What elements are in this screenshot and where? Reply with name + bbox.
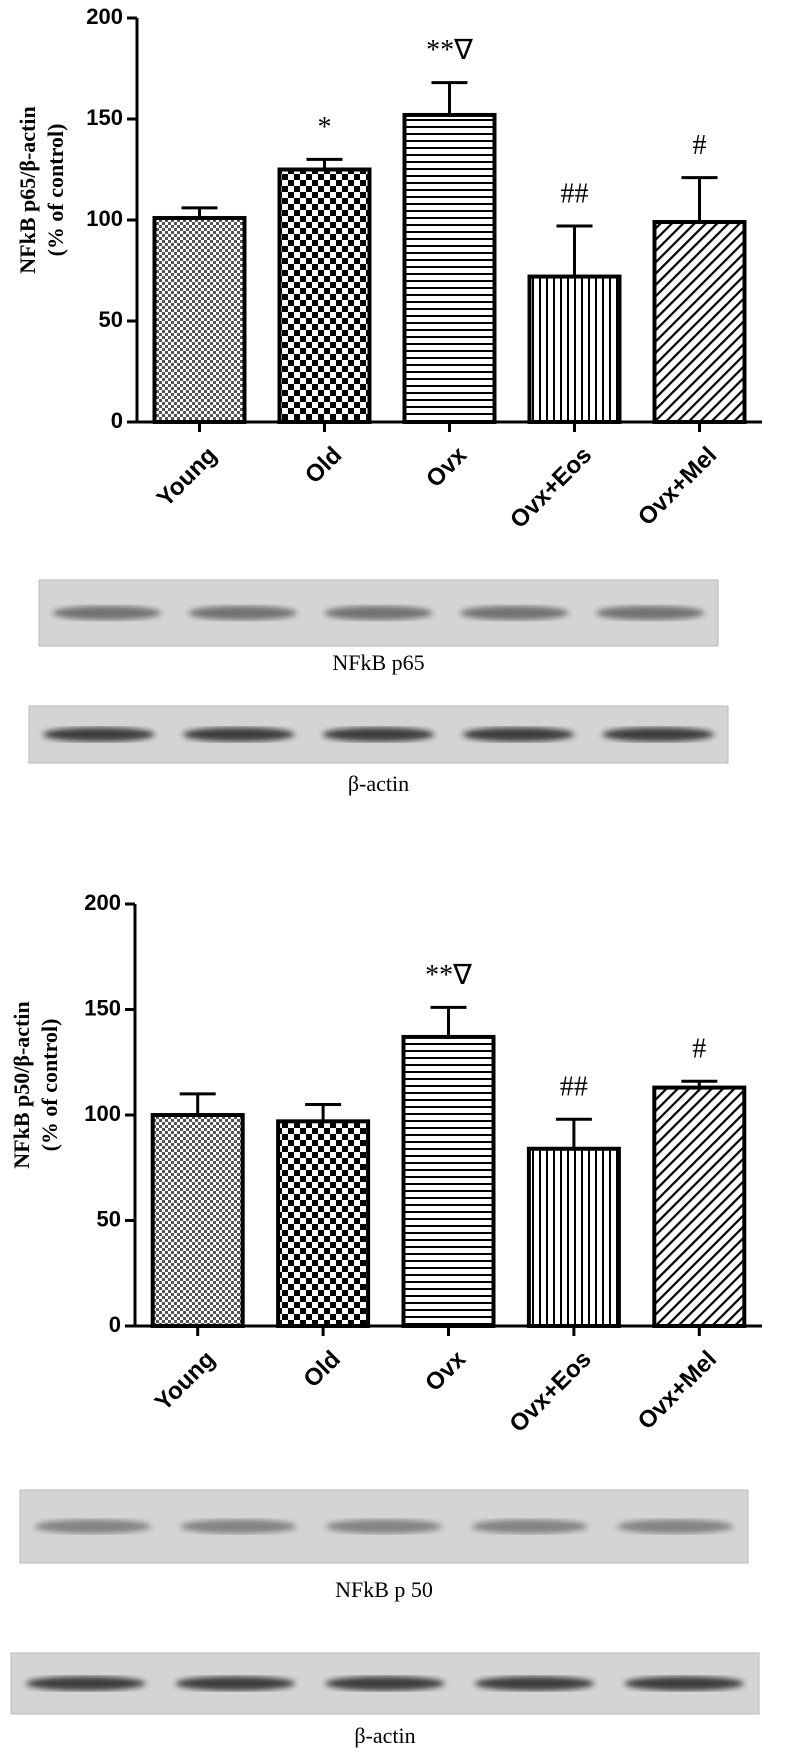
x-tick-label: Ovx+Mel xyxy=(633,442,722,531)
y-axis-label-line: (% of control) xyxy=(43,124,68,257)
blot-band xyxy=(325,1676,445,1691)
blot-band xyxy=(180,1519,297,1534)
bar xyxy=(652,220,747,424)
blot-band xyxy=(325,1519,443,1534)
blot-label: β-actin xyxy=(354,1723,415,1748)
bar xyxy=(276,1119,371,1328)
y-axis-label-line: NFkB p65/β-actin xyxy=(15,106,40,273)
annotation: **∇ xyxy=(425,960,472,991)
y-axis-label: NFkB p65/β-actin (% of control) xyxy=(15,106,68,273)
annotation: ## xyxy=(560,1072,588,1103)
x-tick-label: Old xyxy=(298,1346,345,1393)
bar xyxy=(401,1034,496,1329)
annotation: * xyxy=(318,112,332,143)
y-tick-label: 50 xyxy=(97,1206,121,1231)
x-tick-label: Old xyxy=(300,442,347,489)
x-tick-label: Young xyxy=(152,442,223,513)
x-tick-label: Ovx+Mel xyxy=(633,1346,722,1435)
y-axis-label: NFkB p50/β-actin (% of control) xyxy=(9,1001,62,1168)
y-tick-label: 50 xyxy=(99,307,123,332)
bar xyxy=(527,274,622,424)
x-tick-label: Ovx xyxy=(421,441,473,493)
blot-band xyxy=(471,1519,588,1534)
blot-band xyxy=(42,727,155,742)
blot-band xyxy=(52,606,162,620)
blot-band xyxy=(602,727,715,742)
y-tick-label: 150 xyxy=(86,105,123,130)
blot-band xyxy=(595,606,705,620)
annotation: **∇ xyxy=(426,35,473,66)
x-tick-label: Ovx xyxy=(420,1345,472,1397)
y-axis-label-line: (% of control) xyxy=(37,1019,62,1152)
bar xyxy=(152,215,247,424)
y-tick-label: 100 xyxy=(86,206,123,231)
blot-band xyxy=(474,1676,595,1691)
blot-band xyxy=(188,606,298,620)
blot-label: β-actin xyxy=(348,771,409,796)
blot-band xyxy=(182,727,295,742)
bar xyxy=(402,112,497,425)
bar xyxy=(652,1085,747,1328)
y-tick-label: 200 xyxy=(86,4,123,29)
y-tick-label: 200 xyxy=(84,890,121,915)
blot-band xyxy=(25,1676,146,1691)
bar xyxy=(526,1146,621,1329)
bar xyxy=(150,1113,245,1328)
y-tick-label: 0 xyxy=(111,408,123,433)
blot-label: NFkB p 50 xyxy=(335,1577,433,1602)
y-axis-label-line: NFkB p50/β-actin xyxy=(9,1001,34,1168)
y-tick-label: 0 xyxy=(109,1312,121,1337)
blot-band xyxy=(624,1676,745,1691)
blot-band xyxy=(175,1676,296,1691)
x-tick-label: Ovx+Eos xyxy=(504,1346,596,1438)
annotation: # xyxy=(692,1034,706,1065)
x-tick-label: Young xyxy=(150,1346,221,1417)
blot-band xyxy=(462,727,575,742)
x-tick-label: Ovx+Eos xyxy=(505,442,597,534)
y-tick-label: 100 xyxy=(84,1101,121,1126)
blot-label: NFkB p65 xyxy=(332,650,424,675)
blot-band xyxy=(322,727,435,742)
blot-band xyxy=(616,1519,734,1534)
y-tick-label: 150 xyxy=(84,995,121,1020)
blot-band xyxy=(324,606,433,620)
bar xyxy=(277,167,372,424)
annotation: # xyxy=(693,130,707,161)
blot-band xyxy=(459,606,569,620)
blot-band xyxy=(34,1519,152,1534)
annotation: ## xyxy=(561,178,589,209)
